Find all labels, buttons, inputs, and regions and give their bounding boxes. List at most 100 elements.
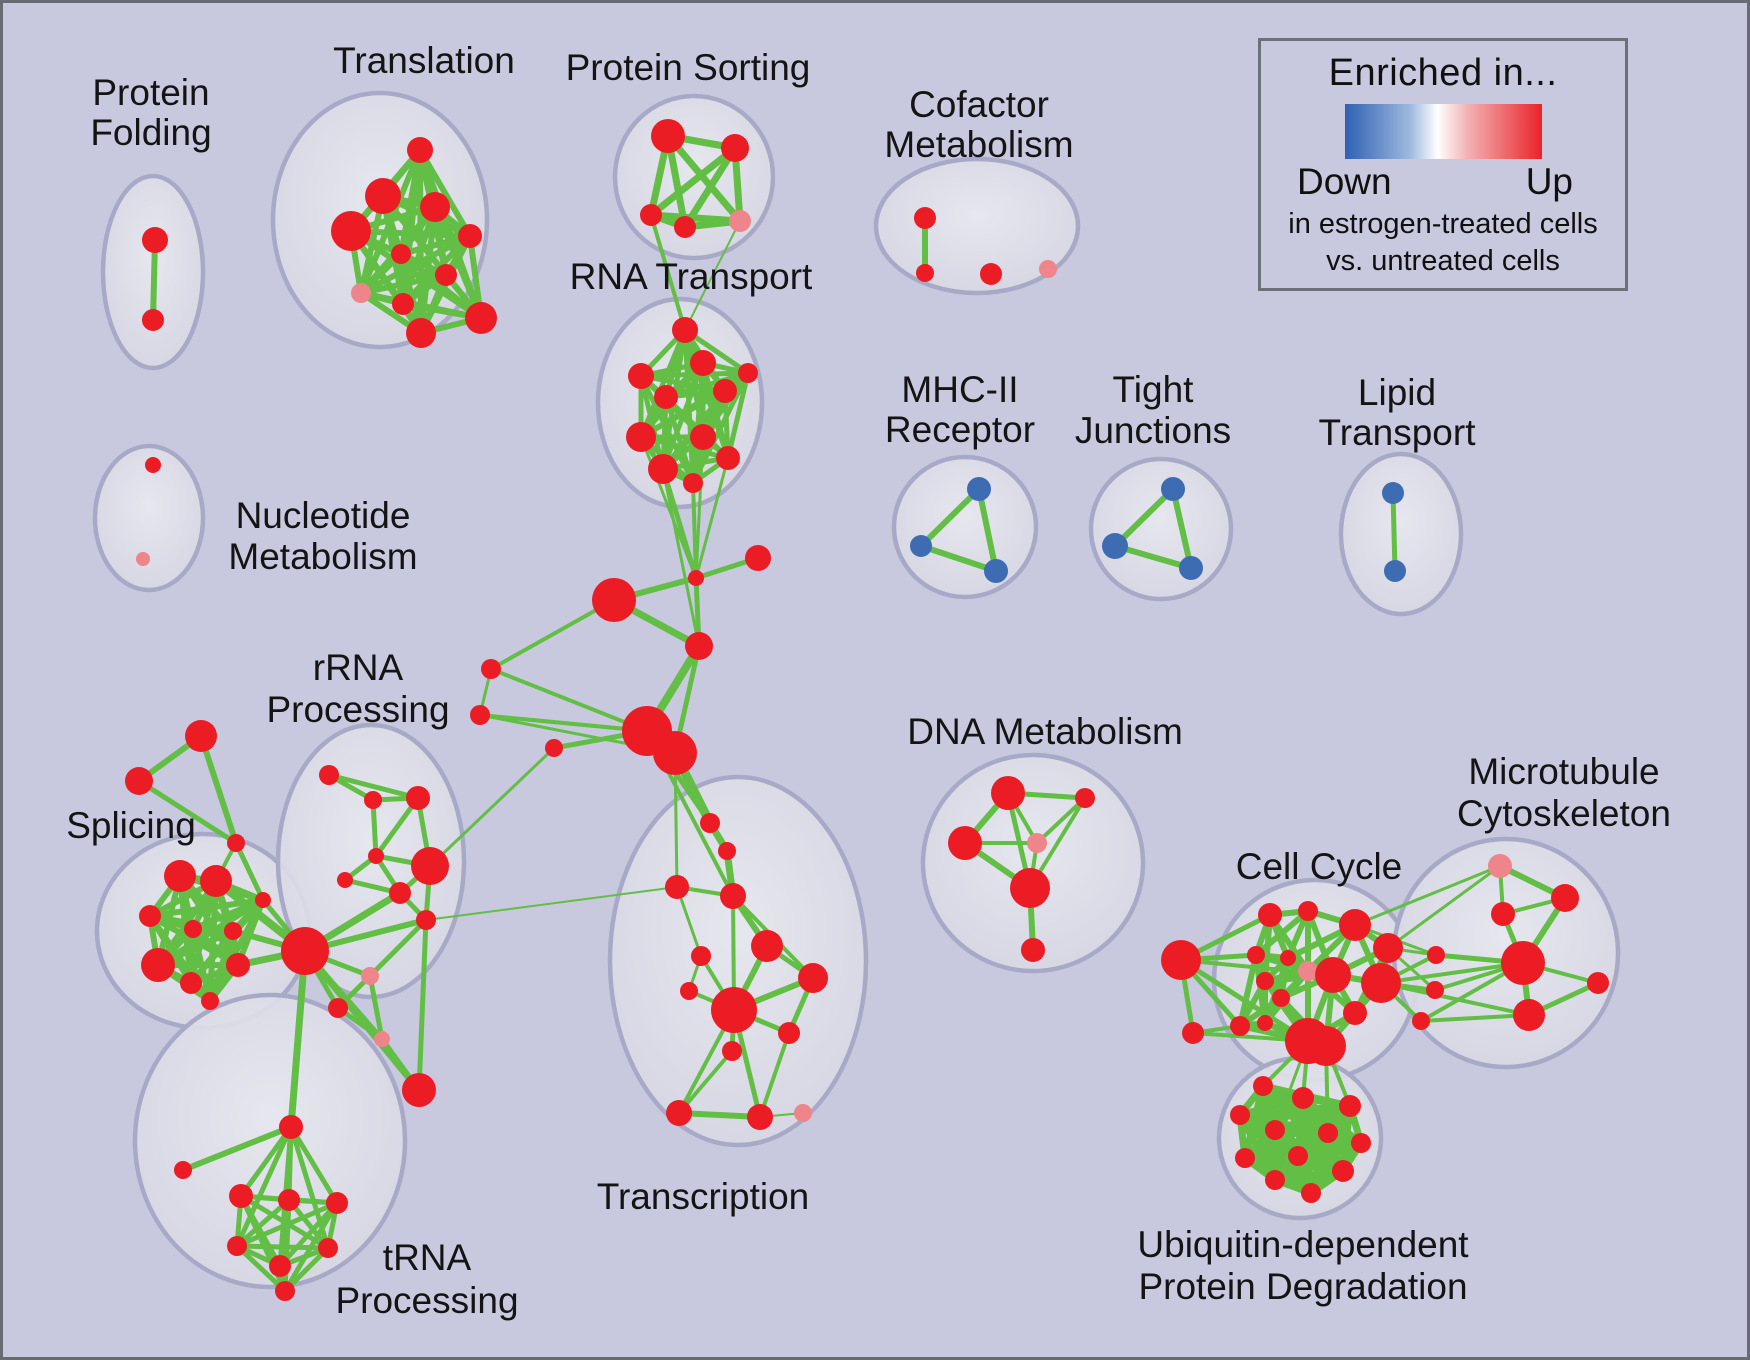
- cluster-label-cofactor-metabolism: Metabolism: [884, 124, 1073, 165]
- network-edge: [663, 394, 696, 486]
- gene-set-node: [1373, 933, 1403, 963]
- gene-set-node: [1318, 1123, 1338, 1143]
- gene-set-node: [1280, 950, 1296, 966]
- cluster-label-trna-processing: tRNA: [383, 1237, 472, 1278]
- gene-set-node: [1513, 999, 1545, 1031]
- network-edge: [1035, 796, 1087, 845]
- network-edge: [367, 917, 429, 979]
- cluster-ellipse-trna-processing: [132, 992, 408, 1290]
- gene-set-node: [1426, 981, 1444, 999]
- gene-set-node: [640, 204, 662, 226]
- network-edge: [150, 237, 158, 323]
- network-edge: [1386, 864, 1502, 950]
- network-edge: [234, 1243, 331, 1251]
- network-edge: [649, 213, 687, 332]
- gene-set-node: [690, 424, 716, 450]
- network-edge: [677, 1049, 734, 1115]
- gene-set-node: [685, 632, 713, 660]
- cluster-label-ubiquitin-degradation: Protein Degradation: [1138, 1266, 1467, 1307]
- network-edge: [660, 466, 699, 581]
- gene-set-node: [1332, 1160, 1354, 1182]
- gene-set-node: [778, 1022, 800, 1044]
- network-edge: [725, 370, 751, 461]
- gene-set-node: [224, 922, 242, 940]
- gene-set-node: [411, 847, 449, 885]
- gene-set-node: [794, 1104, 812, 1122]
- network-edge: [676, 1110, 763, 1120]
- cluster-ellipse-nucleotide-metabolism: [92, 443, 206, 593]
- gene-set-node: [648, 454, 678, 484]
- gene-set-node: [142, 227, 168, 253]
- gene-set-node: [674, 216, 696, 238]
- network-edge: [1253, 908, 1311, 958]
- gene-set-node: [226, 953, 250, 977]
- gene-set-node: [364, 791, 382, 809]
- network-edge: [675, 885, 703, 958]
- cluster-label-mhc-ii-receptor: MHC-II: [901, 369, 1018, 410]
- network-edge: [673, 751, 679, 889]
- network-edge: [489, 598, 616, 671]
- gene-set-node: [1230, 1105, 1250, 1125]
- gene-set-node: [319, 765, 339, 785]
- gene-set-node: [136, 552, 150, 566]
- network-edge: [489, 667, 649, 733]
- gene-set-node: [406, 786, 430, 810]
- gene-set-node: [738, 363, 758, 383]
- gene-set-node: [458, 224, 482, 248]
- gene-set-node: [690, 350, 716, 376]
- gene-set-node: [1039, 260, 1057, 278]
- gene-set-node: [651, 119, 685, 153]
- gene-set-node: [948, 826, 982, 860]
- gene-set-node: [916, 264, 934, 282]
- cluster-label-dna-metabolism: DNA Metabolism: [907, 711, 1183, 752]
- gene-set-node: [1182, 1022, 1204, 1044]
- gene-set-node: [255, 892, 271, 908]
- gene-set-node: [1075, 788, 1095, 808]
- gene-set-node: [720, 883, 746, 909]
- gene-set-node: [318, 1238, 338, 1258]
- network-edge: [207, 897, 266, 1004]
- cluster-ellipse-mhc-ii-receptor: [891, 454, 1039, 600]
- gene-set-node: [1161, 940, 1201, 980]
- network-edge: [418, 204, 438, 336]
- network-edge: [1390, 490, 1398, 574]
- gene-set-node: [665, 875, 689, 899]
- network-edge: [1379, 981, 1531, 1017]
- gene-set-node: [391, 244, 411, 264]
- legend-down-label: Down: [1297, 161, 1392, 202]
- gene-set-node: [200, 865, 232, 897]
- gene-set-node: [1265, 1170, 1285, 1190]
- gene-set-node: [721, 134, 749, 162]
- cluster-label-rrna-processing: rRNA: [313, 647, 404, 688]
- legend-gradient-bar: [1344, 104, 1542, 159]
- network-edge: [288, 1124, 340, 1206]
- gene-set-node: [718, 842, 736, 860]
- cluster-label-rna-transport: RNA Transport: [570, 256, 813, 297]
- gene-set-node: [688, 570, 704, 586]
- gene-set-node: [374, 1031, 390, 1047]
- gene-set-node: [722, 1041, 742, 1061]
- cluster-label-trna-processing: Processing: [335, 1280, 518, 1321]
- network-edge: [282, 1245, 331, 1294]
- cluster-label-cell-cycle: Cell Cycle: [1236, 846, 1403, 887]
- gene-set-node: [1272, 989, 1290, 1007]
- gene-set-node: [185, 720, 217, 752]
- network-edge: [663, 370, 751, 400]
- legend-title: Enriched in...: [1328, 52, 1558, 94]
- gene-set-node: [180, 972, 202, 994]
- gene-set-node: [1102, 533, 1128, 559]
- network-edge: [416, 917, 429, 1093]
- network-edge: [691, 481, 698, 580]
- gene-set-node: [164, 860, 196, 892]
- gene-set-node: [406, 318, 436, 348]
- gene-set-node: [1587, 972, 1609, 994]
- gene-set-node: [368, 848, 384, 864]
- gene-set-node: [361, 967, 379, 985]
- gene-set-node: [1427, 946, 1445, 964]
- gene-set-node: [653, 731, 697, 775]
- gene-set-node: [672, 317, 698, 343]
- gene-set-node: [1315, 957, 1351, 993]
- gene-set-node: [980, 263, 1002, 285]
- cluster-label-mhc-ii-receptor: Receptor: [885, 409, 1035, 450]
